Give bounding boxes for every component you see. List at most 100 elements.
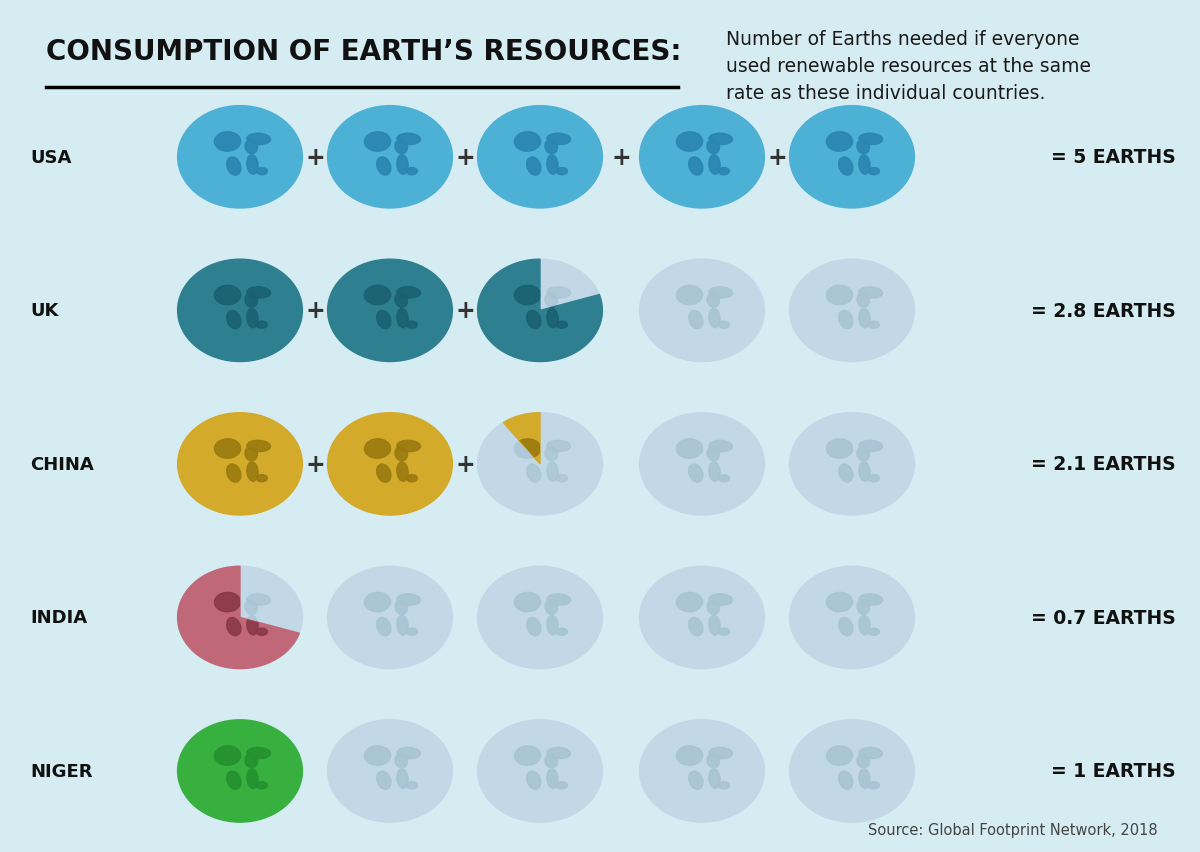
Ellipse shape <box>397 594 420 606</box>
Text: +: + <box>305 452 325 476</box>
Ellipse shape <box>547 134 570 146</box>
Ellipse shape <box>557 475 568 482</box>
Ellipse shape <box>547 769 558 788</box>
Text: NIGER: NIGER <box>30 762 92 780</box>
Polygon shape <box>503 413 540 464</box>
Ellipse shape <box>215 440 241 458</box>
Ellipse shape <box>547 747 570 759</box>
Ellipse shape <box>707 754 720 768</box>
Text: CHINA: CHINA <box>30 455 94 474</box>
Ellipse shape <box>677 593 703 612</box>
Ellipse shape <box>545 754 558 768</box>
Ellipse shape <box>365 286 391 305</box>
Ellipse shape <box>247 309 258 328</box>
Ellipse shape <box>547 463 558 481</box>
Ellipse shape <box>247 134 270 146</box>
Ellipse shape <box>227 158 241 176</box>
Ellipse shape <box>397 287 420 299</box>
Ellipse shape <box>839 464 853 482</box>
Ellipse shape <box>395 447 408 461</box>
Ellipse shape <box>857 447 870 461</box>
Ellipse shape <box>719 782 730 789</box>
Ellipse shape <box>547 594 570 606</box>
Ellipse shape <box>869 322 880 329</box>
Ellipse shape <box>247 440 270 452</box>
Ellipse shape <box>689 311 703 329</box>
Ellipse shape <box>707 141 720 154</box>
Ellipse shape <box>857 294 870 308</box>
Ellipse shape <box>827 746 853 765</box>
Ellipse shape <box>640 720 764 822</box>
Ellipse shape <box>547 309 558 328</box>
Text: +: + <box>455 146 475 170</box>
Ellipse shape <box>719 169 730 176</box>
Ellipse shape <box>707 601 720 614</box>
Ellipse shape <box>328 720 452 822</box>
Ellipse shape <box>377 771 391 789</box>
Ellipse shape <box>178 106 302 209</box>
Ellipse shape <box>215 746 241 765</box>
Text: CONSUMPTION OF EARTH’S RESOURCES:: CONSUMPTION OF EARTH’S RESOURCES: <box>46 38 682 66</box>
Ellipse shape <box>515 286 541 305</box>
Ellipse shape <box>515 133 541 152</box>
Ellipse shape <box>215 593 241 612</box>
Ellipse shape <box>719 475 730 482</box>
Ellipse shape <box>407 475 418 482</box>
Ellipse shape <box>227 311 241 329</box>
Text: Number of Earths needed if everyone
used renewable resources at the same
rate as: Number of Earths needed if everyone used… <box>726 30 1091 103</box>
Ellipse shape <box>247 463 258 481</box>
Ellipse shape <box>547 309 558 328</box>
Ellipse shape <box>407 782 418 789</box>
Ellipse shape <box>328 260 452 362</box>
Ellipse shape <box>527 464 541 482</box>
Ellipse shape <box>839 618 853 636</box>
Ellipse shape <box>478 567 602 669</box>
Ellipse shape <box>247 287 270 299</box>
Ellipse shape <box>527 618 541 636</box>
Ellipse shape <box>215 286 241 305</box>
Ellipse shape <box>677 440 703 458</box>
Ellipse shape <box>869 475 880 482</box>
Ellipse shape <box>365 133 391 152</box>
Ellipse shape <box>545 447 558 461</box>
Text: = 0.7 EARTHS: = 0.7 EARTHS <box>1031 608 1176 627</box>
Text: +: + <box>455 452 475 476</box>
Ellipse shape <box>709 309 720 328</box>
Ellipse shape <box>527 771 541 789</box>
Ellipse shape <box>839 771 853 789</box>
Ellipse shape <box>178 413 302 515</box>
Ellipse shape <box>377 618 391 636</box>
Ellipse shape <box>545 294 558 308</box>
Ellipse shape <box>557 169 568 176</box>
Ellipse shape <box>827 440 853 458</box>
Ellipse shape <box>677 746 703 765</box>
Ellipse shape <box>478 106 602 209</box>
Ellipse shape <box>247 616 258 635</box>
Ellipse shape <box>547 440 570 452</box>
Ellipse shape <box>527 158 541 176</box>
Ellipse shape <box>365 746 391 765</box>
Ellipse shape <box>827 133 853 152</box>
Ellipse shape <box>859 309 870 328</box>
Ellipse shape <box>397 156 408 175</box>
Ellipse shape <box>397 134 420 146</box>
Ellipse shape <box>640 567 764 669</box>
Ellipse shape <box>790 720 914 822</box>
Ellipse shape <box>478 260 602 362</box>
Ellipse shape <box>857 754 870 768</box>
Ellipse shape <box>395 601 408 614</box>
Ellipse shape <box>377 311 391 329</box>
Ellipse shape <box>245 294 258 308</box>
Ellipse shape <box>859 769 870 788</box>
Ellipse shape <box>365 440 391 458</box>
Ellipse shape <box>859 156 870 175</box>
Ellipse shape <box>257 782 268 789</box>
Polygon shape <box>478 260 602 362</box>
Ellipse shape <box>328 413 452 515</box>
Ellipse shape <box>478 720 602 822</box>
Ellipse shape <box>515 440 541 458</box>
Ellipse shape <box>245 601 258 614</box>
Text: Source: Global Footprint Network, 2018: Source: Global Footprint Network, 2018 <box>869 821 1158 837</box>
Ellipse shape <box>790 106 914 209</box>
Ellipse shape <box>545 447 558 461</box>
